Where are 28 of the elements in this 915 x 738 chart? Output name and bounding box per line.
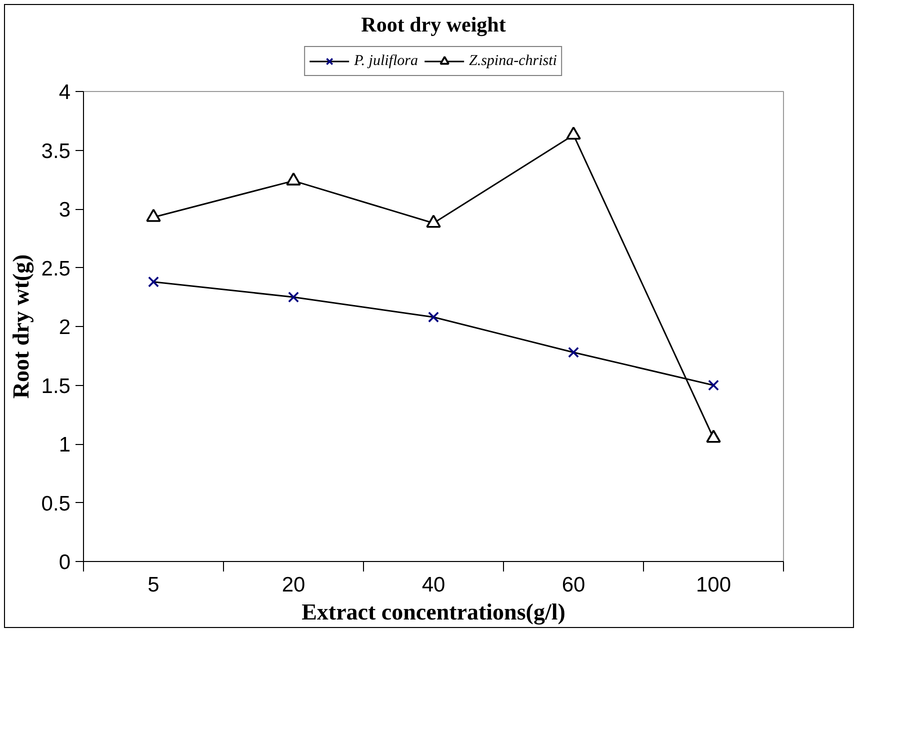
x-axis-title: Extract concentrations(g/l) [302, 600, 566, 626]
x-tick-label: 60 [562, 574, 586, 596]
point [566, 126, 581, 140]
point [286, 172, 301, 186]
y-tick-label: 3 [58, 198, 71, 222]
x-tick-label: 40 [422, 574, 446, 596]
y-tick-label: 4 [58, 81, 71, 104]
legend-label: P. juliflora [354, 52, 418, 70]
y-tick-label: 2 [58, 316, 71, 339]
y-tick-label: 1 [58, 434, 71, 456]
point [568, 346, 579, 358]
y-tick-label: 0.5 [41, 492, 71, 516]
point [146, 208, 161, 222]
x-tick-label: 5 [148, 574, 160, 596]
y-tick-label: 3.5 [41, 140, 71, 163]
x-tick-label: 20 [282, 574, 306, 596]
x-tick-label: 100 [696, 574, 732, 596]
point [288, 292, 299, 303]
point [426, 214, 441, 228]
point [148, 276, 159, 288]
y-tick-label: 0 [58, 551, 71, 574]
point [708, 380, 719, 391]
chart-title: Root dry weight [361, 12, 506, 36]
y-tick-label: 2.5 [41, 257, 71, 280]
point [428, 312, 439, 323]
legend-label: Z.spina-christi [468, 52, 557, 70]
y-tick-label: 1.5 [41, 374, 71, 398]
y-axis-title: Root dry wt(g) [8, 254, 34, 399]
